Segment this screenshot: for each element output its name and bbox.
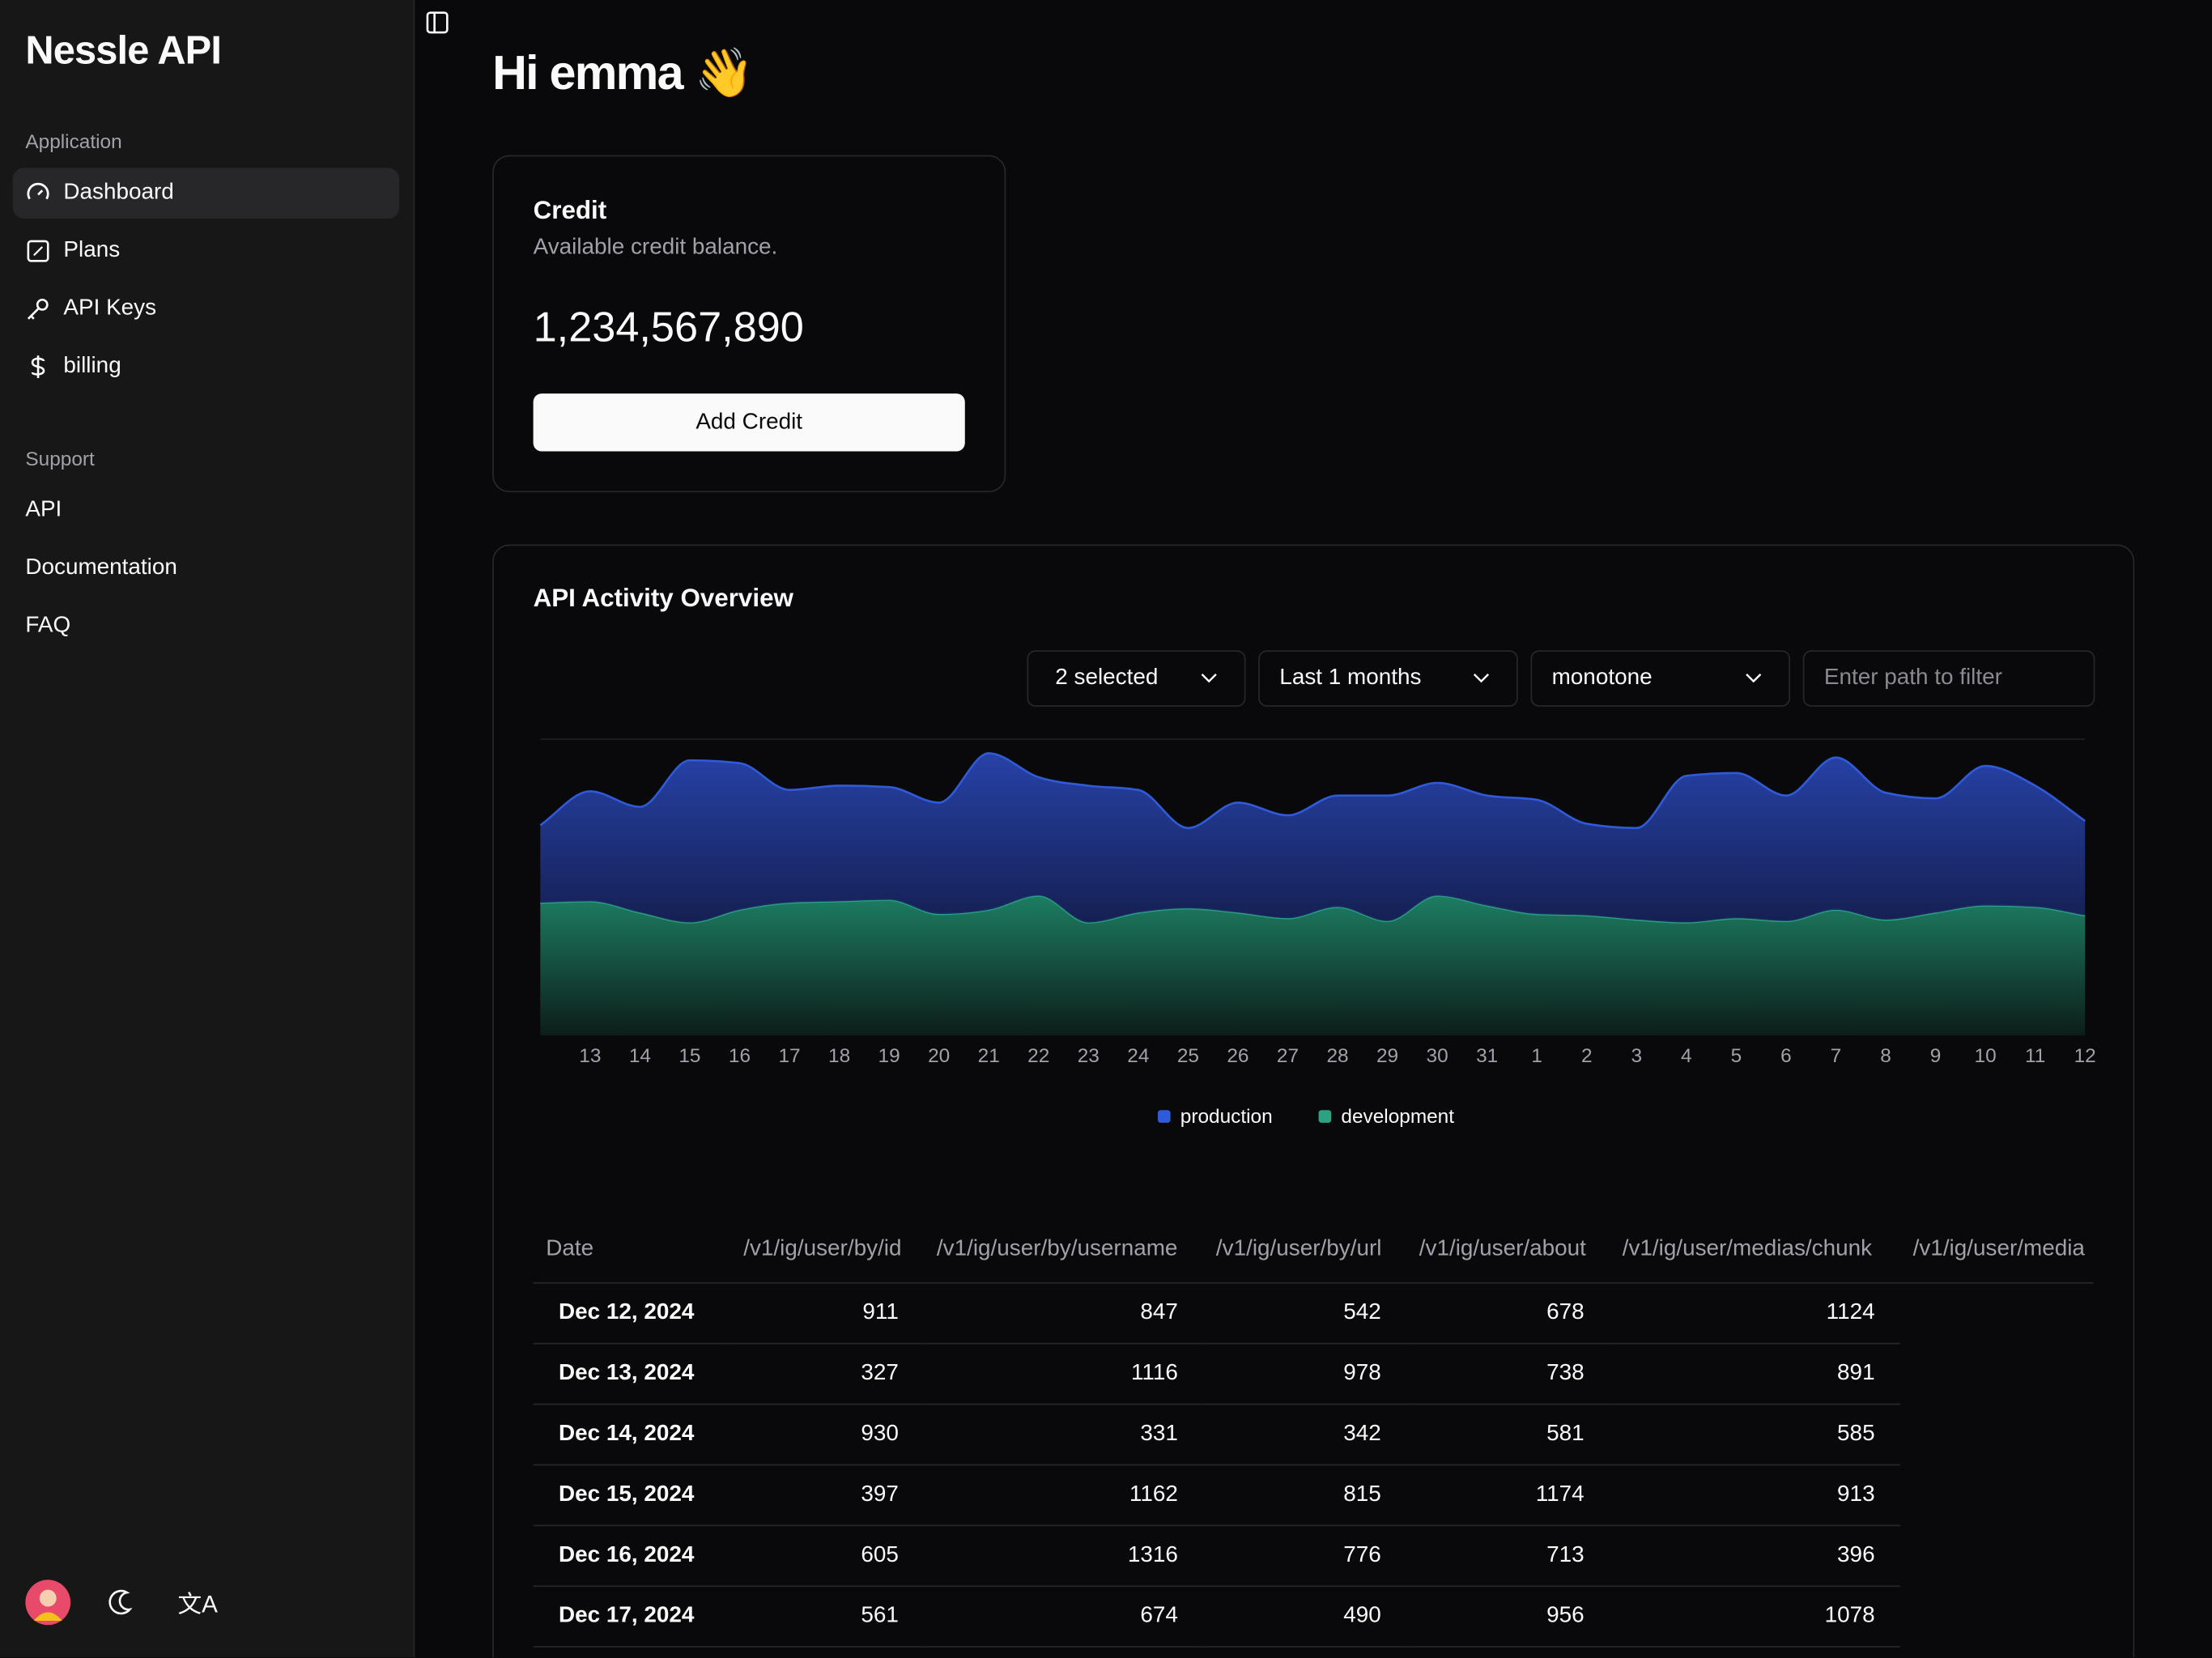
header-row: Date/v1/ig/user/by/id/v1/ig/user/by/user… — [533, 1217, 2094, 1284]
group-label: Application — [25, 130, 122, 153]
column-header: /v1/ig/user/media — [1899, 1217, 2094, 1284]
select-text: Last 1 months — [1279, 665, 1422, 691]
table-row: Dec 12, 2024 911 847 542 678 1124 — [533, 1282, 2094, 1345]
date-cell: Dec 12, 2024 — [533, 1282, 731, 1345]
cell: 331 — [924, 1404, 1204, 1466]
sidebar-footer: 文A — [25, 1579, 219, 1626]
table-row: Dec 14, 2024 930 331 342 581 585 — [533, 1404, 2094, 1466]
curve-select[interactable]: monotone — [1530, 650, 1791, 707]
table-row: Dec 17, 2024 561 674 490 956 1078 — [533, 1586, 2094, 1648]
icon — [27, 240, 49, 262]
placeholder: Enter path to filter — [1823, 665, 2002, 691]
nav-text: billing — [63, 354, 121, 378]
nav-item[interactable]: FAQ — [13, 601, 399, 652]
path-filter-input[interactable]: Enter path to filter — [1802, 650, 2095, 707]
cell: 738 — [1406, 1343, 1610, 1405]
nav-text: Documentation — [25, 555, 177, 580]
theme-toggle[interactable] — [108, 1589, 133, 1615]
group-label: Support — [25, 447, 95, 470]
table-row: Dec 16, 2024 605 1316 776 713 396 — [533, 1525, 2094, 1588]
cell: 978 — [1203, 1343, 1407, 1405]
brand: Nessle API — [25, 28, 222, 72]
sidebar-toggle[interactable] — [426, 11, 449, 34]
column-header: Date — [533, 1217, 731, 1284]
cell: 605 — [730, 1525, 925, 1588]
cell: 713 — [1406, 1525, 1610, 1588]
cell: 561 — [730, 1586, 925, 1648]
language-toggle[interactable]: 文A — [178, 1592, 219, 1618]
nav-item[interactable]: API — [13, 485, 399, 536]
table-row: Dec 13, 2024 327 1116 978 738 891 — [533, 1343, 2094, 1405]
credit-amount: 1,234,567,890 — [533, 304, 804, 351]
date-cell: Dec 13, 2024 — [533, 1343, 731, 1405]
range-select[interactable]: Last 1 months — [1258, 650, 1518, 707]
nav-item[interactable]: Plans — [13, 226, 399, 277]
date-cell: Dec 15, 2024 — [533, 1465, 731, 1527]
add-credit-button[interactable]: Add Credit — [533, 393, 965, 452]
nav-item[interactable]: API Keys — [13, 283, 399, 334]
card-subtitle: Available credit balance. — [533, 235, 778, 260]
card-title: Credit — [533, 196, 607, 225]
cell: 396 — [1610, 1525, 1900, 1588]
select-text: 2 selected — [1055, 665, 1159, 691]
series-select[interactable]: 2 selected — [1027, 650, 1246, 707]
cell: 1162 — [924, 1465, 1204, 1527]
cell: 1316 — [924, 1525, 1204, 1588]
nav-text: FAQ — [25, 613, 71, 638]
nav-item[interactable]: billing — [13, 342, 399, 393]
table-row: Dec 15, 2024 397 1162 815 1174 913 — [533, 1465, 2094, 1527]
chevron — [1201, 673, 1217, 683]
cell: 674 — [924, 1586, 1204, 1648]
cell: 678 — [1406, 1282, 1610, 1345]
cell: 585 — [1610, 1404, 1900, 1466]
cell: 542 — [1203, 1282, 1407, 1345]
nav-text: API Keys — [63, 295, 157, 321]
date-cell: Dec 17, 2024 — [533, 1586, 731, 1648]
cell: 342 — [1203, 1404, 1407, 1466]
nav-item[interactable]: Dashboard — [12, 168, 400, 219]
cell: 815 — [1203, 1465, 1407, 1527]
icon — [27, 298, 49, 320]
nav-text: Plans — [63, 238, 121, 263]
cell: 911 — [730, 1282, 925, 1345]
select-text: monotone — [1551, 665, 1653, 691]
activity-card: API Activity Overview 2 selected Last 1 … — [492, 544, 2135, 1658]
cell: 1124 — [1610, 1282, 1900, 1345]
chevron — [1746, 673, 1762, 683]
chevron — [1473, 673, 1490, 683]
date-cell: Dec 14, 2024 — [533, 1404, 731, 1466]
nav-item[interactable]: Documentation — [13, 543, 399, 594]
nav-text: API — [25, 498, 62, 522]
icon — [31, 355, 45, 378]
usage-table: Date/v1/ig/user/by/id/v1/ig/user/by/user… — [533, 1217, 2094, 1648]
greeting: Hi emma 👋 — [492, 46, 754, 100]
credit-card: Credit Available credit balance. 1,234,5… — [492, 155, 1006, 493]
sidebar: Nessle API Application Dashboard Plans A… — [0, 0, 415, 1658]
cell: 397 — [730, 1465, 925, 1527]
column-header: /v1/ig/user/medias/chunk — [1610, 1217, 1900, 1284]
column-header: /v1/ig/user/by/url — [1203, 1217, 1407, 1284]
cell: 327 — [730, 1343, 925, 1405]
cell: 1078 — [1610, 1586, 1900, 1648]
nav-text: Dashboard — [63, 181, 174, 205]
cell: 913 — [1610, 1465, 1900, 1527]
cell: 776 — [1203, 1525, 1407, 1588]
cell: 847 — [924, 1282, 1204, 1345]
column-header: /v1/ig/user/by/id — [730, 1217, 925, 1284]
column-header: /v1/ig/user/about — [1406, 1217, 1610, 1284]
icon — [27, 182, 49, 200]
cell: 490 — [1203, 1586, 1407, 1648]
cell: 581 — [1406, 1404, 1610, 1466]
table-wrap: Date/v1/ig/user/by/id/v1/ig/user/by/user… — [533, 1217, 2094, 1648]
card-title: API Activity Overview — [533, 584, 793, 613]
cell: 956 — [1406, 1586, 1610, 1648]
cell: 930 — [730, 1404, 925, 1466]
date-cell: Dec 16, 2024 — [533, 1525, 731, 1588]
cell: 891 — [1610, 1343, 1900, 1405]
column-header: /v1/ig/user/by/username — [924, 1217, 1204, 1284]
cell: 1174 — [1406, 1465, 1610, 1527]
cell: 1116 — [924, 1343, 1204, 1405]
